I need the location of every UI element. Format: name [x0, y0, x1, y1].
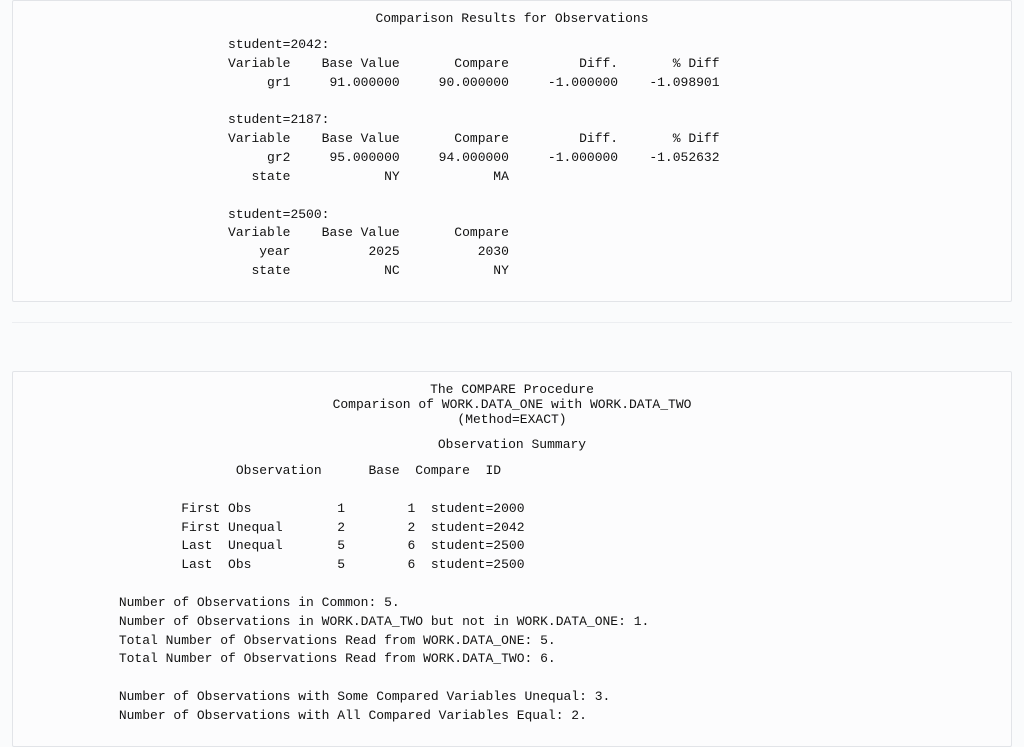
indent [33, 633, 119, 648]
student-2500-columns: Variable Base Value Compare [228, 225, 509, 240]
student-2500-row2: state NC NY [228, 263, 509, 278]
indent [33, 520, 181, 535]
indent [33, 225, 228, 240]
comparison-results-title: Comparison Results for Observations [33, 11, 991, 26]
indent [33, 207, 228, 222]
summary-line-6: Number of Observations with All Compared… [119, 708, 587, 723]
observation-summary-title: Observation Summary [33, 437, 991, 452]
student-2187-row1: gr2 95.000000 94.000000 -1.000000 -1.052… [228, 150, 719, 165]
indent [33, 263, 228, 278]
student-2042-row: gr1 91.000000 90.000000 -1.000000 -1.098… [228, 75, 719, 90]
indent [33, 463, 236, 478]
student-2500-header: student=2500: [228, 207, 329, 222]
indent [33, 614, 119, 629]
comparison-results-body: student=2042: Variable Base Value Compar… [33, 36, 991, 281]
section-divider [12, 322, 1012, 371]
obs-row-first-unequal: First Unequal 2 2 student=2042 [181, 520, 524, 535]
obs-columns: Observation Base Compare ID [236, 463, 501, 478]
comparison-results-panel: Comparison Results for Observations stud… [12, 0, 1012, 302]
summary-line-2: Number of Observations in WORK.DATA_TWO … [119, 614, 650, 629]
compare-proc-title-2: Comparison of WORK.DATA_ONE with WORK.DA… [33, 397, 991, 412]
indent [33, 37, 228, 52]
student-2042-header: student=2042: [228, 37, 329, 52]
compare-procedure-panel: The COMPARE Procedure Comparison of WORK… [12, 371, 1012, 747]
indent [33, 501, 181, 516]
compare-proc-title-1: The COMPARE Procedure [33, 382, 991, 397]
indent [33, 708, 119, 723]
student-2187-header: student=2187: [228, 112, 329, 127]
student-2187-columns: Variable Base Value Compare Diff. % Diff [228, 131, 719, 146]
student-2500-row1: year 2025 2030 [228, 244, 509, 259]
indent [33, 595, 119, 610]
summary-line-4: Total Number of Observations Read from W… [119, 651, 556, 666]
summary-line-5: Number of Observations with Some Compare… [119, 689, 610, 704]
indent [33, 557, 181, 572]
indent [33, 689, 119, 704]
observation-summary-body: Observation Base Compare ID First Obs 1 … [33, 462, 991, 726]
indent [33, 75, 228, 90]
obs-row-first-obs: First Obs 1 1 student=2000 [181, 501, 524, 516]
indent [33, 651, 119, 666]
obs-row-last-unequal: Last Unequal 5 6 student=2500 [181, 538, 524, 553]
indent [33, 150, 228, 165]
student-2187-row2: state NY MA [228, 169, 509, 184]
summary-line-3: Total Number of Observations Read from W… [119, 633, 556, 648]
student-2042-columns: Variable Base Value Compare Diff. % Diff [228, 56, 719, 71]
summary-line-1: Number of Observations in Common: 5. [119, 595, 400, 610]
obs-row-last-obs: Last Obs 5 6 student=2500 [181, 557, 524, 572]
indent [33, 131, 228, 146]
indent [33, 538, 181, 553]
indent [33, 56, 228, 71]
indent [33, 244, 228, 259]
compare-proc-title-3: (Method=EXACT) [33, 412, 991, 427]
indent [33, 169, 228, 184]
indent [33, 112, 228, 127]
